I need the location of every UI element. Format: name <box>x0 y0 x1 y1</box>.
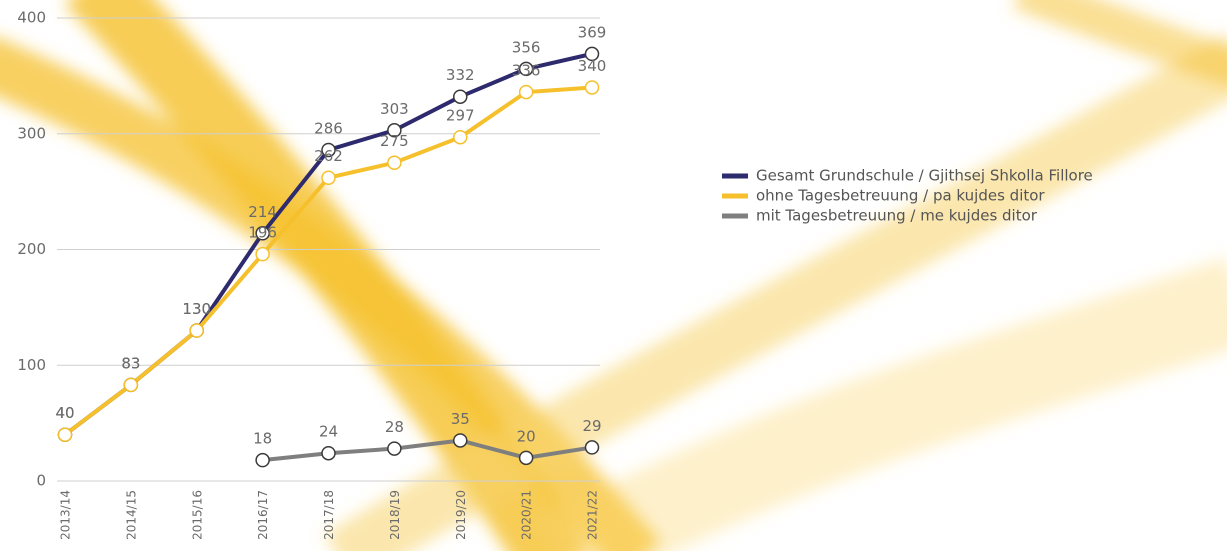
x-tick-label: 2014/15 <box>124 490 138 540</box>
data-label: 28 <box>385 418 404 436</box>
legend-label: Gesamt Grundschule / Gjithsej Shkolla Fi… <box>756 167 1093 185</box>
y-tick-label: 200 <box>17 240 46 258</box>
data-label: 40 <box>55 404 74 422</box>
legend-swatch <box>722 213 748 219</box>
data-label: 130 <box>182 300 211 318</box>
data-point <box>57 427 73 442</box>
x-tick-label: 2021/22 <box>586 490 600 540</box>
data-label: 83 <box>121 354 140 372</box>
data-label: 214 <box>248 203 277 221</box>
y-tick-label: 400 <box>17 9 46 27</box>
data-label: 130 <box>182 300 211 318</box>
data-point <box>321 170 336 185</box>
grid <box>57 17 600 482</box>
data-point <box>453 89 468 104</box>
data-point <box>255 246 270 262</box>
data-label: 83 <box>121 354 140 372</box>
data-label: 29 <box>582 417 601 435</box>
data-point <box>387 441 402 456</box>
data-point <box>387 155 402 170</box>
data-point <box>453 129 468 145</box>
data-point <box>518 61 534 77</box>
data-point <box>321 445 336 461</box>
series-line <box>262 438 593 463</box>
data-point <box>123 377 139 393</box>
data-point <box>321 142 336 158</box>
data-point <box>255 226 270 241</box>
data-point <box>453 433 468 448</box>
data-point <box>584 80 600 95</box>
data-point <box>387 123 402 138</box>
data-label: 336 <box>512 62 541 80</box>
data-label: 24 <box>319 423 338 441</box>
x-tick-label: 2015/16 <box>190 490 204 540</box>
x-tick-label: 2017/18 <box>322 490 336 540</box>
data-point <box>255 452 270 468</box>
data-label: 297 <box>446 107 475 125</box>
data-point <box>518 450 534 466</box>
legend-swatch <box>722 193 748 199</box>
x-tick-label: 2019/20 <box>454 490 468 540</box>
data-label: 369 <box>578 23 607 41</box>
data-label: 332 <box>446 66 475 84</box>
plot-area: 0 100 200 300 400 2013/14 2014/15 2015/16 2016/1… <box>17 9 1092 540</box>
y-tick-label: 100 <box>17 356 46 374</box>
data-label: 18 <box>253 430 272 448</box>
data-point <box>584 440 600 455</box>
data-label: 262 <box>314 147 343 165</box>
data-point <box>518 84 534 100</box>
data-point <box>584 46 600 62</box>
data-label: 303 <box>380 100 409 118</box>
legend-label: ohne Tagesbetreuung / pa kujdes ditor <box>756 187 1045 205</box>
data-label: 40 <box>55 404 74 422</box>
legend-swatch <box>722 173 748 179</box>
x-tick-label: 2018/19 <box>388 490 402 540</box>
x-tick-label: 2013/14 <box>59 490 73 540</box>
legend-label: mit Tagesbetreuung / me kujdes ditor <box>756 207 1038 225</box>
y-tick-label: 0 <box>36 472 46 490</box>
data-label: 35 <box>451 410 470 428</box>
y-tick-label: 300 <box>17 124 46 142</box>
markers: 4083130214286303332356369408313019626227… <box>55 23 607 468</box>
data-label: 340 <box>578 57 607 75</box>
data-label: 20 <box>517 427 536 445</box>
x-tick-label: 2020/21 <box>520 490 534 540</box>
data-label: 196 <box>248 224 277 242</box>
data-label: 356 <box>512 38 541 56</box>
data-label: 286 <box>314 119 343 137</box>
data-point <box>189 323 204 338</box>
data-label: 275 <box>380 132 409 150</box>
x-tick-label: 2016/17 <box>256 490 270 540</box>
